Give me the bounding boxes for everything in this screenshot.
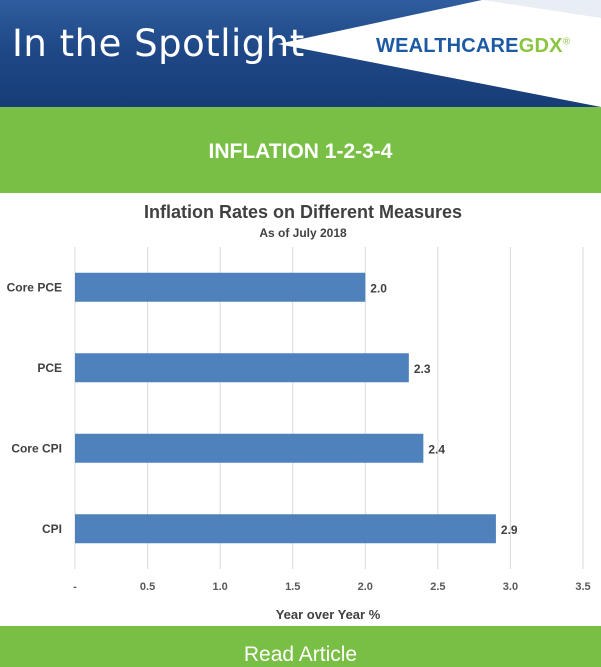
bar-value-label: 2.0 (370, 281, 387, 295)
header-graphic (278, 0, 601, 107)
x-tick-label: - (73, 581, 77, 593)
x-tick-label: 2.0 (358, 581, 373, 593)
x-axis-title: Year over Year % (276, 607, 381, 622)
chart-subtitle: As of July 2018 (259, 226, 347, 240)
brand-logo-part2: GDX (518, 35, 563, 57)
header: In the Spotlight WEALTHCAREGDX® (0, 0, 601, 107)
x-tick-label: 0.5 (140, 581, 155, 593)
x-tick-label: 3.5 (575, 581, 590, 593)
bar (75, 433, 424, 463)
inflation-bar-chart: Inflation Rates on Different Measures As… (7, 202, 591, 622)
category-label: Core CPI (11, 441, 62, 455)
category-label: CPI (42, 522, 62, 536)
x-tick-label: 2.5 (430, 581, 445, 593)
category-label: PCE (37, 361, 62, 375)
chart-title: Inflation Rates on Different Measures (144, 202, 462, 222)
topic-title: INFLATION 1-2-3-4 (208, 140, 393, 163)
bar-value-label: 2.9 (501, 523, 518, 537)
category-label: Core PCE (7, 280, 62, 294)
read-article-label: Read Article (243, 643, 358, 666)
x-tick-label: 3.0 (503, 581, 518, 593)
chart-area: Inflation Rates on Different Measures As… (0, 193, 601, 626)
bar (75, 272, 366, 302)
brand-logo-part1: WEALTHCARE (376, 35, 519, 57)
x-tick-label: 1.5 (285, 581, 300, 593)
brand-logo[interactable]: WEALTHCAREGDX® (376, 35, 570, 58)
header-title: In the Spotlight (12, 22, 305, 65)
bar (75, 353, 409, 383)
brand-registered-mark: ® (562, 36, 571, 48)
bar-value-label: 2.4 (428, 442, 445, 456)
bar-value-label: 2.3 (414, 362, 431, 376)
topic-banner: INFLATION 1-2-3-4 (0, 107, 601, 193)
bar (75, 514, 496, 544)
x-tick-label: 1.0 (212, 581, 227, 593)
read-article-button[interactable]: Read Article (0, 626, 601, 667)
